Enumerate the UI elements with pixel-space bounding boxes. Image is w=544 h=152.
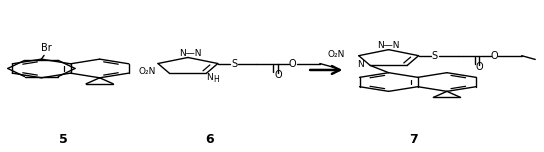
Text: S: S bbox=[231, 59, 237, 69]
Text: O: O bbox=[274, 70, 282, 80]
Text: 7: 7 bbox=[409, 133, 417, 146]
Text: O₂N: O₂N bbox=[139, 67, 156, 76]
Text: O₂N: O₂N bbox=[328, 50, 345, 59]
Text: 6: 6 bbox=[205, 133, 214, 146]
Text: N: N bbox=[357, 60, 363, 69]
Text: O: O bbox=[475, 62, 483, 72]
Text: O: O bbox=[491, 51, 498, 61]
Text: Br: Br bbox=[41, 43, 52, 53]
Text: N—N: N—N bbox=[378, 41, 400, 50]
Text: 5: 5 bbox=[59, 133, 67, 146]
Text: S: S bbox=[432, 51, 438, 61]
Text: N—N: N—N bbox=[180, 49, 202, 58]
Text: N: N bbox=[206, 73, 213, 81]
Text: O: O bbox=[289, 59, 296, 69]
Text: H: H bbox=[213, 74, 219, 83]
